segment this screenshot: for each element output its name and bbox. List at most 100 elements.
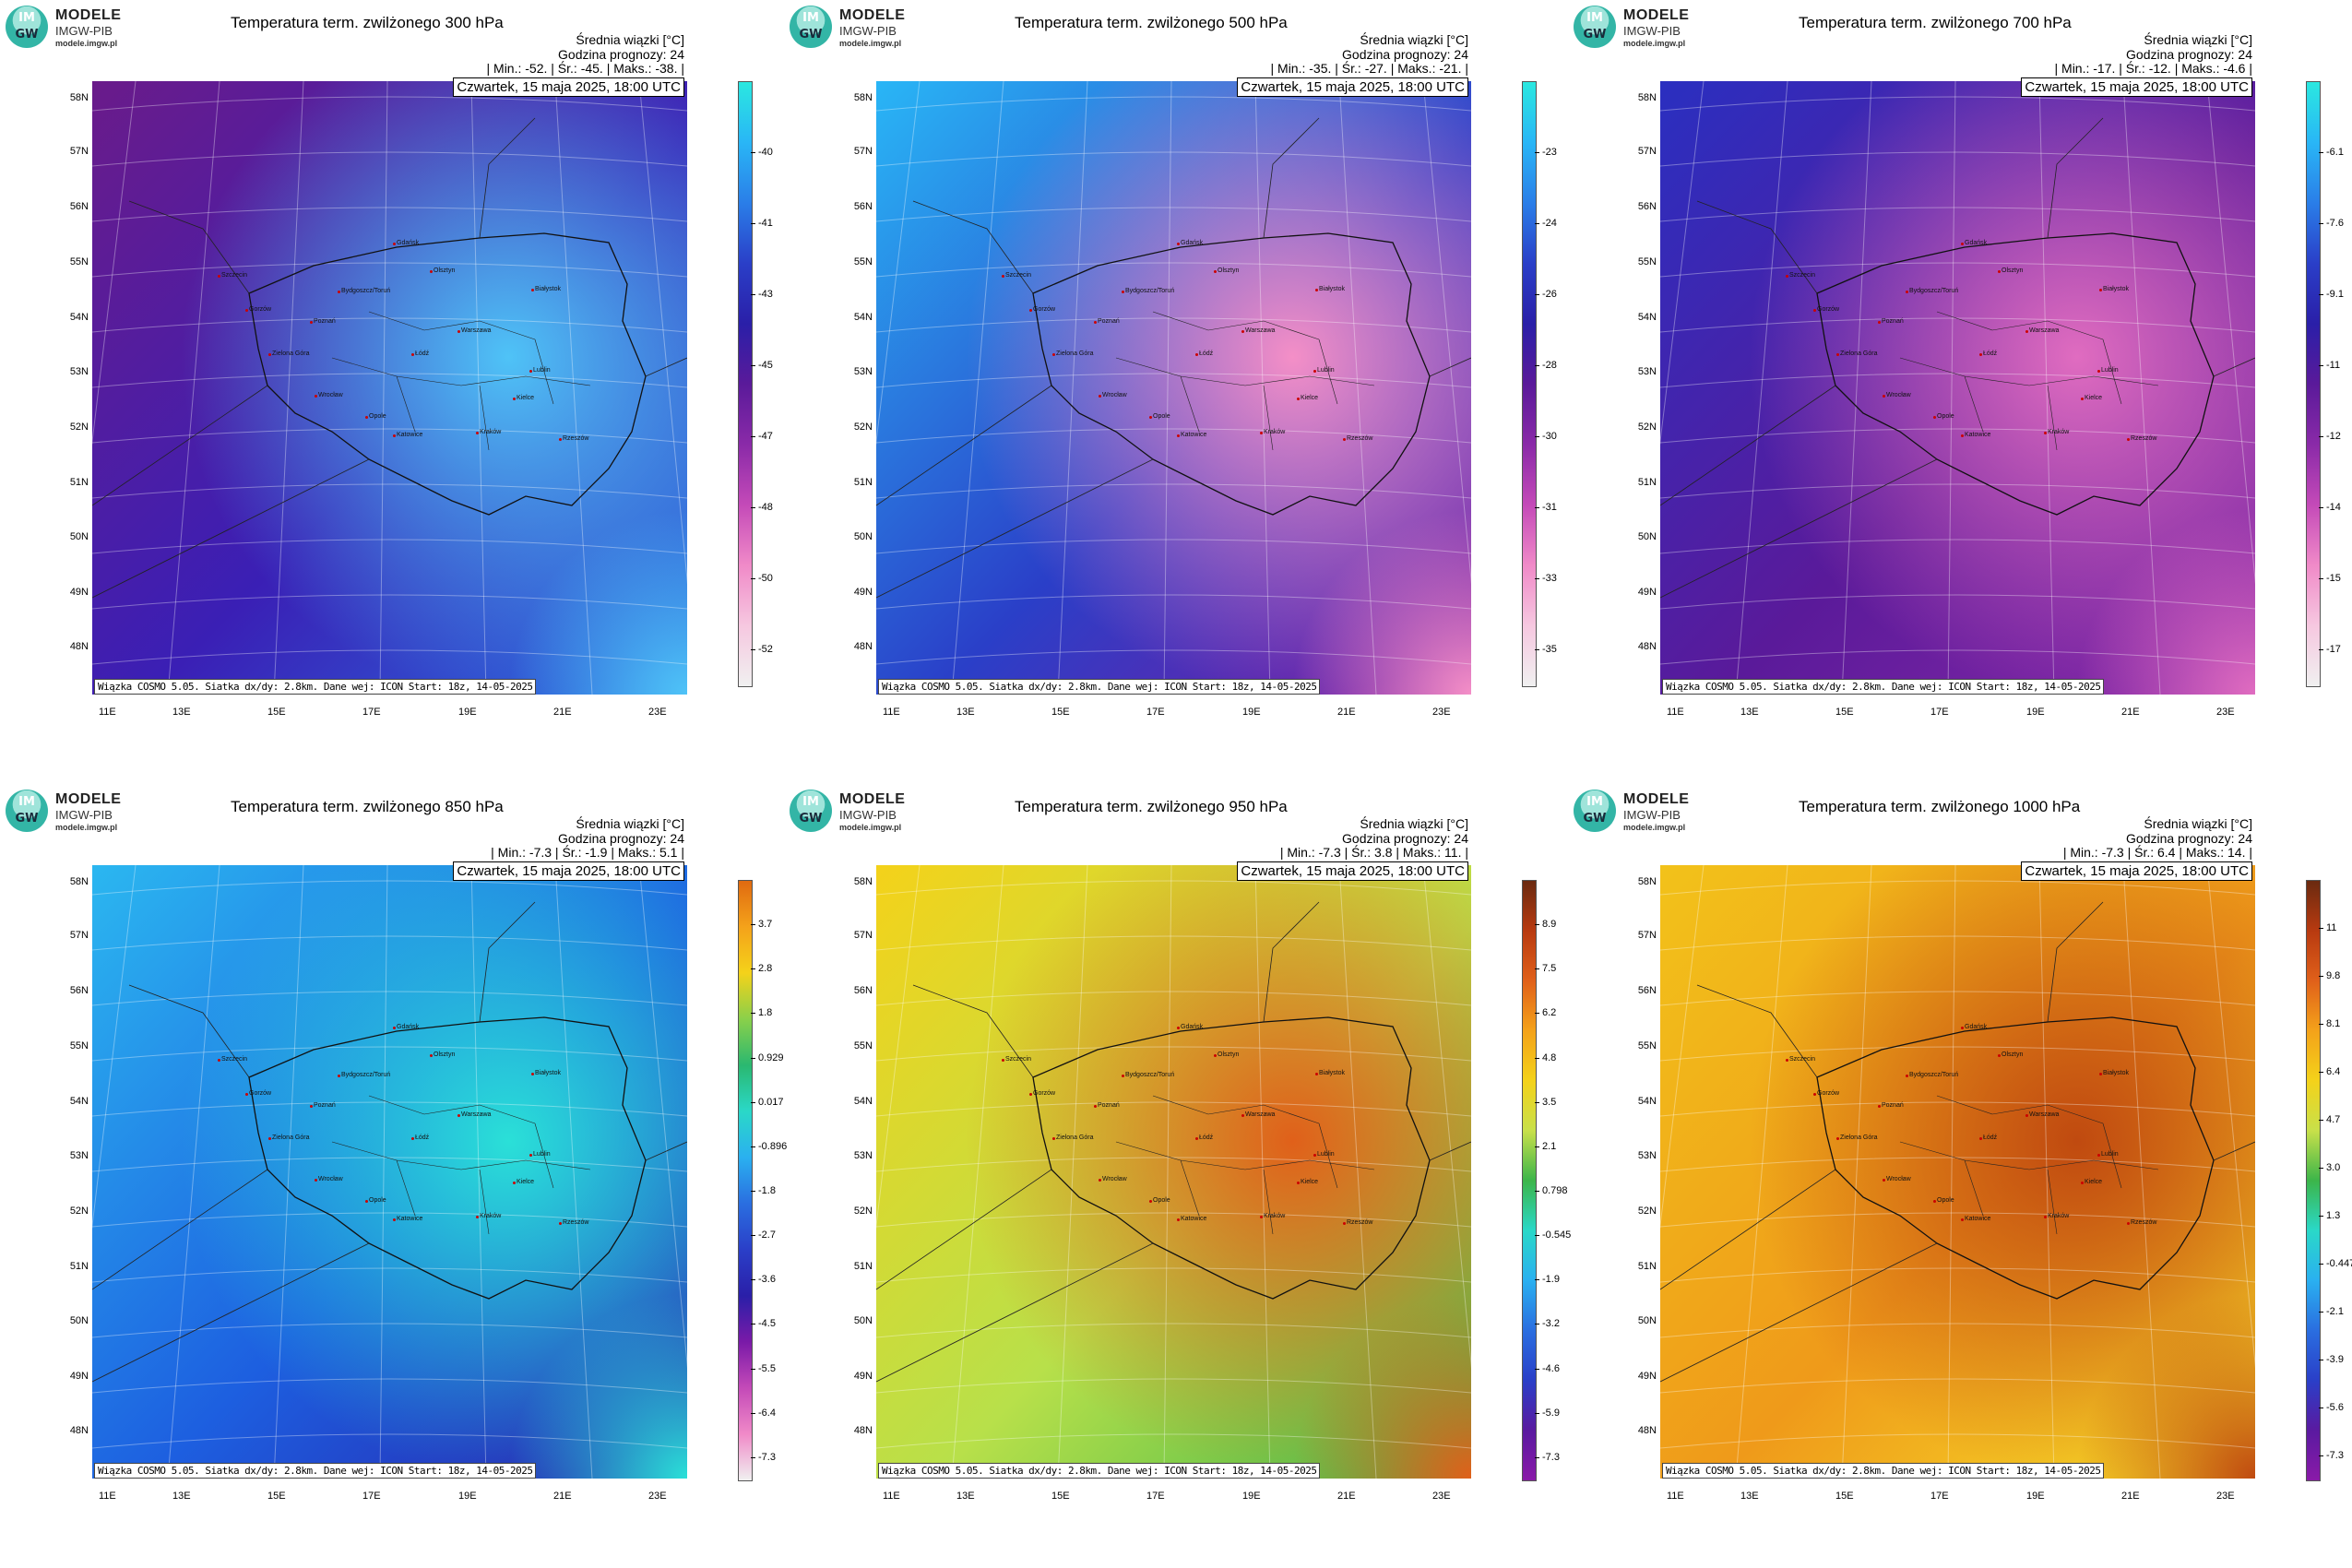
- logo-line2: IMGW-PIB: [55, 24, 113, 38]
- colorbar-tick-label: -47: [751, 431, 773, 443]
- latitude-label: 58N: [69, 92, 89, 103]
- city-label: Lublin: [2097, 367, 2119, 374]
- logo-line3[interactable]: modele.imgw.pl: [1623, 39, 1686, 48]
- latitude-label: 50N: [853, 1315, 873, 1326]
- mean-label: Średnia wiązki [°C]: [1360, 816, 1468, 831]
- colorbar-tick-label: -0.447: [2318, 1258, 2352, 1269]
- longitude-label: 23E: [648, 707, 667, 718]
- longitude-label: 21E: [2121, 707, 2140, 718]
- city-label: Poznań: [1878, 318, 1904, 325]
- colorbar-tick-label: -5.9: [1535, 1407, 1560, 1419]
- longitude-label: 17E: [1146, 707, 1165, 718]
- latitude-label: 52N: [69, 422, 89, 433]
- city-label: Kielce: [2080, 395, 2103, 401]
- colorbar-tick-label: -6.1: [2319, 147, 2344, 159]
- latitude-label: 55N: [69, 1040, 89, 1051]
- city-label: Gorzów: [1028, 1090, 1056, 1097]
- city-label: Lublin: [2097, 1151, 2119, 1158]
- logo-line3[interactable]: modele.imgw.pl: [55, 823, 118, 832]
- longitude-label: 15E: [1051, 707, 1070, 718]
- colorbar-tick-label: 9.8: [2318, 970, 2341, 981]
- stats-line: | Min.: -17. | Śr.: -12. | Maks.: -4.6 |: [2054, 61, 2253, 76]
- map-area[interactable]: Gdańsk Olsztyn Szczecin Bydgoszcz/Toruń Biał…: [92, 865, 687, 1479]
- latitude-label: 49N: [69, 587, 89, 598]
- logo-badge-bottom: GW: [1583, 812, 1607, 826]
- model-info-footer: Wiązka COSMO 5.05. Siatka dx/dy: 2.8km. …: [1662, 1463, 2105, 1479]
- map-area[interactable]: Gdańsk Olsztyn Szczecin Bydgoszcz/Toruń Biał…: [92, 81, 687, 695]
- imgw-logo[interactable]: IM GW MODELE IMGW-PIB modele.imgw.pl: [6, 790, 153, 836]
- map-area[interactable]: Gdańsk Olsztyn Szczecin Bydgoszcz/Toruń Biał…: [1660, 81, 2255, 695]
- city-label: Lublin: [1313, 367, 1335, 374]
- longitude-label: 23E: [2216, 1491, 2235, 1502]
- imgw-logo[interactable]: IM GW MODELE IMGW-PIB modele.imgw.pl: [790, 790, 937, 836]
- city-label: Szczecin: [1785, 272, 1816, 279]
- colorbar-tick-label: -24: [1535, 218, 1557, 230]
- latitude-label: 58N: [1637, 876, 1657, 887]
- city-label: Bydgoszcz/Toruń: [1121, 1072, 1175, 1078]
- longitude-label: 21E: [553, 1491, 572, 1502]
- map-area[interactable]: Gdańsk Olsztyn Szczecin Bydgoszcz/Toruń Biał…: [1660, 865, 2255, 1479]
- latitude-label: 55N: [853, 1040, 873, 1051]
- logo-line2: IMGW-PIB: [1623, 24, 1681, 38]
- latitude-label: 50N: [1637, 531, 1657, 542]
- city-label: Kielce: [512, 395, 535, 401]
- panel-title: Temperatura term. zwilżonego 1000 hPa: [1799, 798, 2081, 815]
- logo-line2: IMGW-PIB: [55, 808, 113, 822]
- colorbar-tick-label: -45: [751, 360, 773, 372]
- colorbar-tick-label: -4.5: [751, 1318, 776, 1330]
- logo-line3[interactable]: modele.imgw.pl: [55, 39, 118, 48]
- logo-badge: IM GW: [790, 6, 832, 48]
- imgw-logo[interactable]: IM GW MODELE IMGW-PIB modele.imgw.pl: [1574, 6, 1721, 52]
- longitude-label: 13E: [956, 707, 975, 718]
- imgw-logo[interactable]: IM GW MODELE IMGW-PIB modele.imgw.pl: [790, 6, 937, 52]
- colorbar-tick-label: 2.8: [750, 963, 773, 975]
- logo-line3[interactable]: modele.imgw.pl: [839, 39, 902, 48]
- latitude-label: 57N: [1637, 146, 1657, 157]
- colorbar-tick-label: 6.4: [2318, 1066, 2341, 1077]
- valid-date: Czwartek, 15 maja 2025, 18:00 UTC: [453, 861, 684, 881]
- logo-line1: MODELE: [55, 791, 122, 807]
- colorbar-tick-label: -28: [1535, 360, 1557, 372]
- logo-badge-bottom: GW: [15, 28, 39, 42]
- city-label: Zielona Góra: [1051, 350, 1094, 357]
- city-label: Katowice: [392, 432, 423, 438]
- imgw-logo[interactable]: IM GW MODELE IMGW-PIB modele.imgw.pl: [1574, 790, 1721, 836]
- map-area[interactable]: Gdańsk Olsztyn Szczecin Bydgoszcz/Toruń Biał…: [876, 865, 1471, 1479]
- latitude-label: 56N: [1637, 985, 1657, 996]
- latitude-label: 56N: [69, 985, 89, 996]
- city-label: Olsztyn: [429, 267, 456, 274]
- mean-label: Średnia wiązki [°C]: [2144, 32, 2252, 47]
- logo-line1: MODELE: [1623, 7, 1690, 23]
- map-area[interactable]: Gdańsk Olsztyn Szczecin Bydgoszcz/Toruń Biał…: [876, 81, 1471, 695]
- temperature-field: [1660, 865, 2255, 1479]
- stats-line: | Min.: -7.3 | Śr.: 3.8 | Maks.: 11. |: [1279, 845, 1468, 860]
- colorbar-tick-label: -7.3: [2319, 1450, 2344, 1461]
- logo-line3[interactable]: modele.imgw.pl: [1623, 823, 1686, 832]
- city-label: Lublin: [529, 1151, 551, 1158]
- city-label: Lublin: [529, 367, 551, 374]
- latitude-label: 52N: [853, 422, 873, 433]
- map-panel: IM GW MODELE IMGW-PIB modele.imgw.pl Temperat…: [0, 0, 784, 784]
- city-label: Szczecin: [217, 272, 248, 279]
- logo-line2: IMGW-PIB: [1623, 808, 1681, 822]
- city-label: Warszawa: [2025, 327, 2060, 334]
- imgw-logo[interactable]: IM GW MODELE IMGW-PIB modele.imgw.pl: [6, 6, 153, 52]
- city-label: Katowice: [1960, 1216, 1991, 1222]
- city-label: Olsztyn: [1997, 1051, 2024, 1058]
- city-label: Szczecin: [217, 1056, 248, 1063]
- logo-badge-top: IM: [18, 795, 35, 809]
- logo-line1: MODELE: [839, 7, 906, 23]
- longitude-label: 15E: [1835, 707, 1854, 718]
- city-label: Opole: [1933, 1197, 1954, 1204]
- city-label: Szczecin: [1001, 272, 1032, 279]
- city-label: Bydgoszcz/Toruń: [1121, 288, 1175, 294]
- logo-badge-bottom: GW: [1583, 28, 1607, 42]
- latitude-label: 53N: [853, 1150, 873, 1161]
- longitude-label: 13E: [956, 1491, 975, 1502]
- colorbar-tick-label: -12: [2319, 431, 2341, 443]
- logo-line3[interactable]: modele.imgw.pl: [839, 823, 902, 832]
- panel-title: Temperatura term. zwilżonego 700 hPa: [1799, 14, 2072, 31]
- colorbar: [738, 81, 753, 687]
- model-info-footer: Wiązka COSMO 5.05. Siatka dx/dy: 2.8km. …: [94, 1463, 537, 1479]
- city-label: Katowice: [1176, 1216, 1207, 1222]
